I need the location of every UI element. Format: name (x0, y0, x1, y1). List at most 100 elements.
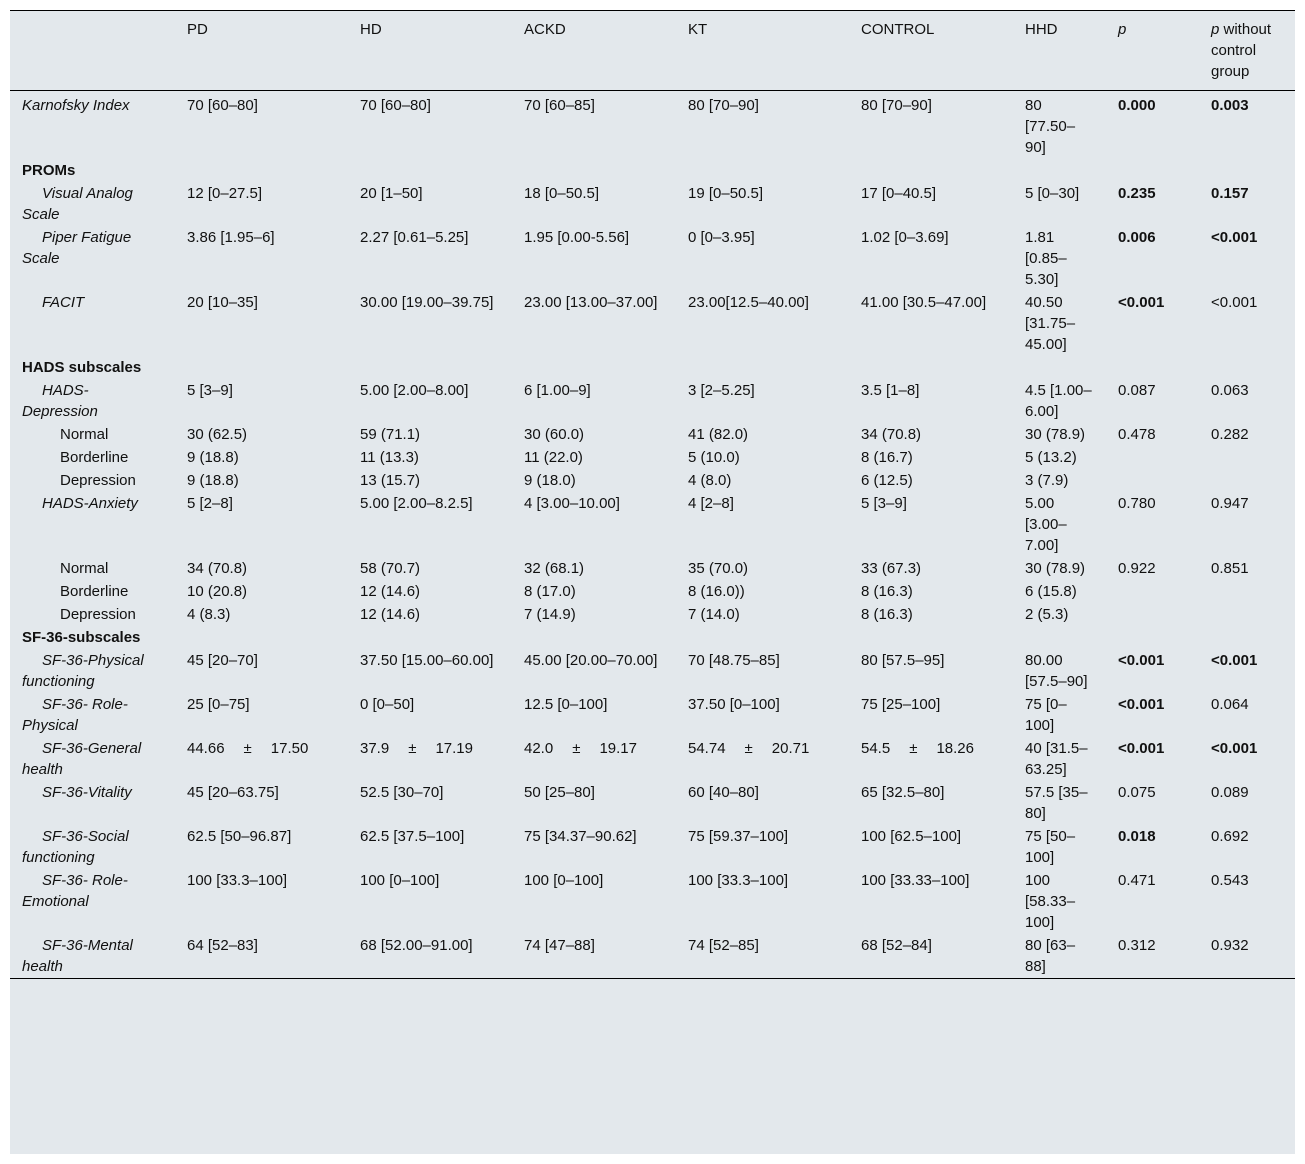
row-label: Normal (60, 426, 109, 443)
header-cell-p: p (1118, 21, 1127, 38)
value-cell: 45 [20–70] (187, 652, 258, 669)
value-cell: 19 [0–50.5] (688, 185, 764, 202)
p-value-cell: 0.075 (1118, 784, 1156, 801)
p-without-control-cell: 0.692 (1211, 828, 1249, 845)
table-row: Karnofsky Index 70 [60–80] 70 [60–80] 70 [6… (10, 91, 1295, 160)
value-cell: 12 (14.6) (360, 583, 421, 600)
row-label: Visual Analog Scale (22, 185, 133, 223)
value-cell: 8 (16.3) (861, 583, 913, 600)
section-heading: PROMs (22, 162, 76, 179)
value-cell: 9 (18.0) (524, 472, 576, 489)
table-row: SF-36- Role-Physical 25 [0–75] 0 [0–50] 12.… (10, 693, 1295, 737)
header-cell-kt: KT (688, 21, 708, 38)
p-value-cell (1106, 446, 1199, 469)
value-cell: 100 [33.33–100] (861, 872, 970, 889)
mean-sd-part: 18.26 (936, 740, 974, 757)
row-label: Karnofsky Index (22, 97, 130, 114)
value-cell: 70 [60–80] (360, 97, 431, 114)
value-cell: 13 (15.7) (360, 472, 421, 489)
section-heading: SF-36-subscales (22, 629, 141, 646)
p-value-cell: 0.312 (1118, 937, 1156, 954)
mean-sd-part: 19.17 (599, 740, 637, 757)
value-cell: 50 [25–80] (524, 784, 595, 801)
row-label: Borderline (60, 449, 129, 466)
value-cell: 9 (18.8) (187, 449, 239, 466)
row-label: Normal (60, 560, 109, 577)
value-cell: 59 (71.1) (360, 426, 421, 443)
value-cell: 30.00 [19.00–39.75] (360, 294, 494, 311)
value-cell: 5 (10.0) (688, 449, 740, 466)
p-without-control-cell: 0.003 (1211, 97, 1249, 114)
value-cell: 33 (67.3) (861, 560, 922, 577)
p-without-control-cell: 0.851 (1211, 560, 1249, 577)
value-cell: 10 (20.8) (187, 583, 248, 600)
table-body: Karnofsky Index 70 [60–80] 70 [60–80] 70 [6… (10, 91, 1295, 979)
value-cell: 5.00 [2.00–8.00] (360, 382, 469, 399)
header-cell-hd: HD (360, 21, 382, 38)
value-cell: 6 (15.8) (1025, 583, 1077, 600)
results-table-panel: PD HD ACKD KT CONTROL HHD p p without co… (10, 10, 1295, 1154)
p-value-cell: 0.000 (1118, 97, 1156, 114)
value-cell: 35 (70.0) (688, 560, 749, 577)
value-cell: 4 (8.3) (187, 606, 231, 623)
value-cell: 17 [0–40.5] (861, 185, 937, 202)
value-cell: 37.50 [0–100] (688, 696, 780, 713)
value-cell: 25 [0–75] (187, 696, 250, 713)
p-value-cell: 0.006 (1118, 229, 1156, 246)
value-cell: 58 (70.7) (360, 560, 421, 577)
value-cell: 52.5 [30–70] (360, 784, 444, 801)
value-cell: 0 [0–50] (360, 696, 415, 713)
value-cell: 80 [70–90] (688, 97, 759, 114)
value-cell: 100 [0–100] (360, 872, 440, 889)
value-cell: 68 [52.00–91.00] (360, 937, 473, 954)
table-row: HADS-Anxiety 5 [2–8] 5.00 [2.00–8.2.5] 4 [3… (10, 492, 1295, 557)
p-without-control-cell (1199, 469, 1295, 492)
value-cell: 41 (82.0) (688, 426, 749, 443)
p-value-cell: <0.001 (1118, 740, 1165, 757)
value-cell: 7 (14.9) (524, 606, 576, 623)
p-value-cell (1106, 469, 1199, 492)
p-without-control-cell: <0.001 (1211, 294, 1258, 311)
value-cell: 41.00 [30.5–47.00] (861, 294, 987, 311)
value-cell: 57.5 [35–80] (1025, 784, 1088, 822)
header-cell-control: CONTROL (861, 21, 935, 38)
mean-sd-part: 17.19 (435, 740, 473, 757)
plus-minus-sign: ± (572, 740, 581, 757)
mean-sd-part: 54.74 (688, 740, 726, 757)
p-without-control-cell: 0.282 (1211, 426, 1249, 443)
value-cell: 75 [0–100] (1025, 696, 1067, 734)
value-cell: 75 [25–100] (861, 696, 941, 713)
p-value-cell: 0.780 (1118, 495, 1156, 512)
table-row: SF-36-Vitality 45 [20–63.75] 52.5 [30–70] 5… (10, 781, 1295, 825)
value-cell: 4 [3.00–10.00] (524, 495, 620, 512)
p-value-cell: <0.001 (1118, 294, 1165, 311)
value-cell: 37.50 [15.00–60.00] (360, 652, 494, 669)
row-label: Piper Fatigue Scale (22, 229, 132, 267)
header-cell-p-without-control: p without control group (1199, 11, 1295, 91)
row-label: SF-36-Physical functioning (22, 652, 144, 690)
header-cell-pd: PD (187, 21, 208, 38)
value-cell: 68 [52–84] (861, 937, 932, 954)
plus-minus-sign: ± (243, 740, 252, 757)
value-cell: 44.66 ±17.50 (175, 737, 348, 781)
header-cell-hhd: HHD (1025, 21, 1058, 38)
value-cell: 12 [0–27.5] (187, 185, 263, 202)
value-cell: 100 [33.3–100] (688, 872, 789, 889)
mean-sd-part: 54.5 (861, 740, 891, 757)
p-without-control-cell: 0.947 (1211, 495, 1249, 512)
section-heading: HADS subscales (22, 359, 142, 376)
value-cell: 65 [32.5–80] (861, 784, 945, 801)
value-cell: 4 (8.0) (688, 472, 732, 489)
section-row: HADS subscales (10, 356, 1295, 379)
p-without-control-cell (1199, 580, 1295, 603)
value-cell: 9 (18.8) (187, 472, 239, 489)
p-value-cell: 0.478 (1118, 426, 1156, 443)
table-row: Visual Analog Scale 12 [0–27.5] 20 [1–50] 1… (10, 182, 1295, 226)
value-cell: 62.5 [37.5–100] (360, 828, 465, 845)
row-label: Depression (60, 606, 136, 623)
value-cell: 100 [62.5–100] (861, 828, 962, 845)
value-cell: 1.81 [0.85–5.30] (1025, 229, 1067, 288)
row-label: SF-36- Role-Physical (22, 696, 128, 734)
table-row: Normal 30 (62.5) 59 (71.1) 30 (60.0) 41 (82.… (10, 423, 1295, 446)
value-cell: 7 (14.0) (688, 606, 740, 623)
